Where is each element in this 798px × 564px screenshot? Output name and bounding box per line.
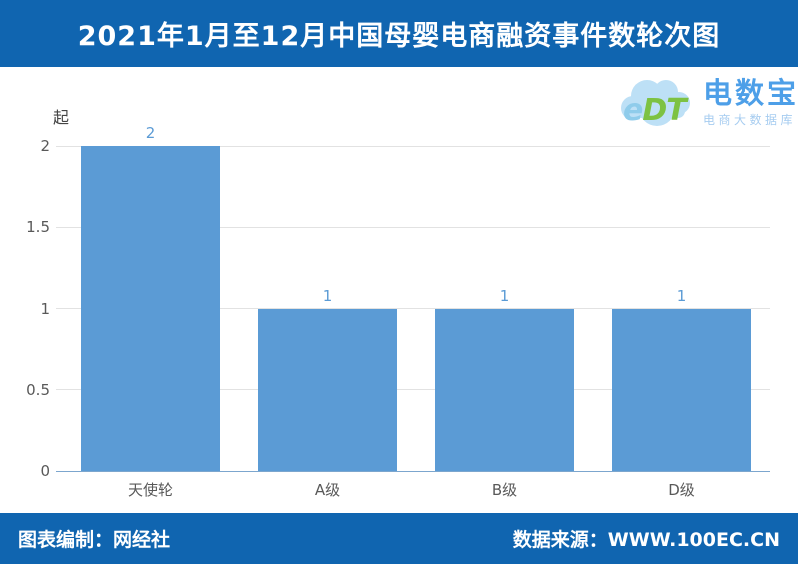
bar-value-label: 1 — [322, 286, 333, 305]
logo-brand: 电数宝 电商大数据库 — [703, 76, 798, 127]
logo-subtitle: 电商大数据库 — [703, 112, 797, 127]
bar — [612, 308, 751, 471]
x-category-label: D级 — [668, 481, 695, 499]
gridline — [56, 145, 770, 147]
x-axis-line — [56, 470, 770, 472]
logo-name: 电数宝 — [703, 76, 798, 110]
bar-value-label: 2 — [145, 124, 156, 142]
logo: eDT 电数宝 电商大数据库 — [617, 70, 796, 138]
x-category-label: 天使轮 — [127, 481, 174, 499]
bar-value-label: 1 — [676, 286, 687, 305]
y-tick-label: 1 — [40, 299, 50, 318]
bar — [435, 308, 574, 471]
x-category-label: B级 — [491, 481, 518, 499]
bar — [81, 146, 220, 471]
gridline — [56, 308, 770, 309]
y-tick-label: 1.5 — [26, 218, 50, 237]
footer-credit: 图表编制：网经社 — [18, 529, 171, 551]
logo-mark: eDT — [623, 93, 687, 128]
plot-area: 0 0.5 1 1.5 2 2 天使轮 1 A级 1 B级 1 D级 — [26, 124, 770, 499]
page-title: 2021年1月至12月中国母婴电商融资事件数轮次图 — [77, 21, 721, 52]
cloud-icon: eDT — [617, 70, 701, 138]
y-axis-unit-label: 起 — [53, 108, 70, 127]
header: 2021年1月至12月中国母婴电商融资事件数轮次图 — [0, 0, 798, 67]
x-category-label: A级 — [314, 481, 341, 499]
y-tick-label: 2 — [40, 137, 50, 155]
footer-source: 数据来源：WWW.100EC.CN — [512, 529, 780, 551]
gridline — [56, 226, 770, 228]
footer: 图表编制：网经社 数据来源：WWW.100EC.CN — [0, 513, 798, 564]
gridline — [56, 389, 770, 391]
y-tick-label: 0.5 — [26, 380, 50, 399]
y-tick-label: 0 — [40, 462, 50, 480]
bar — [258, 308, 397, 471]
bar-value-label: 1 — [499, 286, 510, 305]
